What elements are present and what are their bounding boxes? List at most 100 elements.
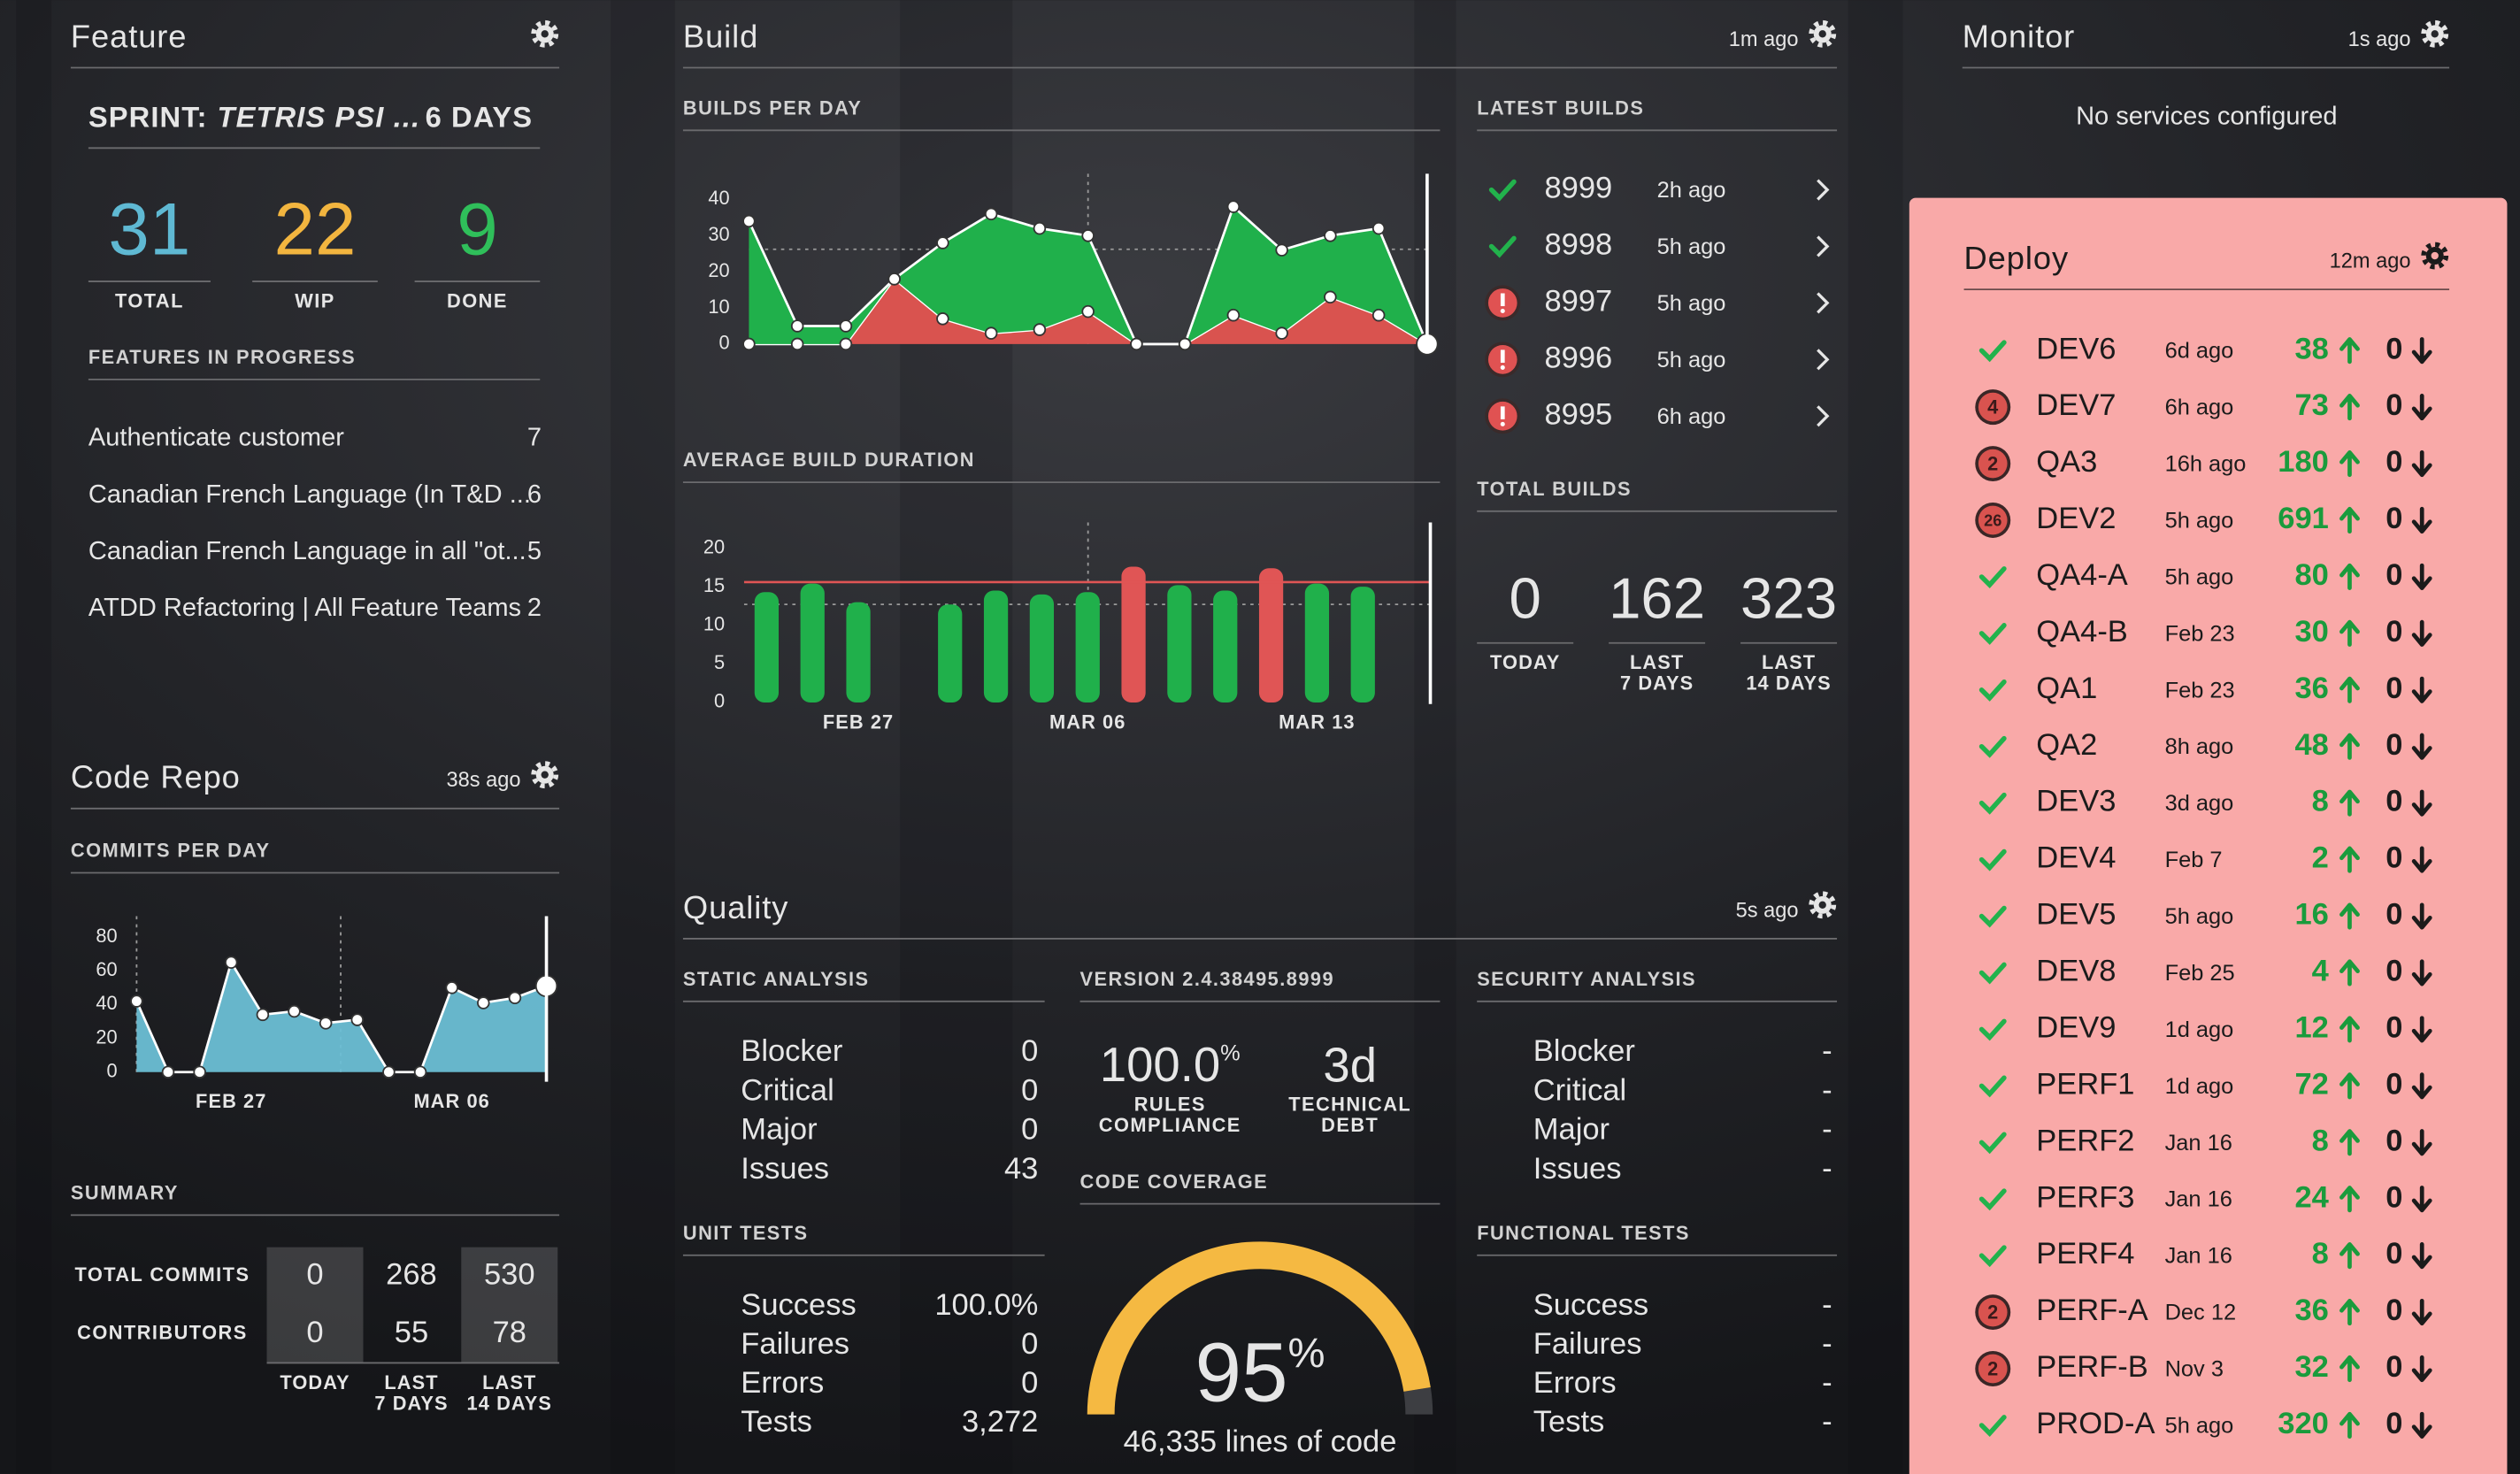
data-point — [936, 236, 949, 250]
cell-value: 268 — [386, 1257, 437, 1291]
settings-gear[interactable] — [531, 761, 559, 789]
updated-time: 5s ago — [1736, 899, 1799, 922]
metric-label: Errors — [1533, 1366, 1617, 1400]
panel-title: Quality — [683, 889, 788, 925]
updated-time: 12m ago — [2330, 250, 2411, 273]
environment-name: QA3 — [2036, 445, 2097, 479]
commits-ahead: 8 — [2312, 1124, 2329, 1157]
up-arrow — [2339, 449, 2360, 478]
status-success-icon — [1488, 235, 1517, 258]
deploy-age: 5h ago — [2165, 509, 2234, 534]
environment-name: DEV7 — [2036, 388, 2116, 422]
settings-gear[interactable] — [1809, 19, 1837, 48]
build-age: 2h ago — [1657, 178, 1726, 203]
gear-teeth — [531, 19, 559, 48]
gauge-track — [1403, 1387, 1433, 1415]
up-arrow — [2339, 1186, 2360, 1213]
metric-label: Critical — [741, 1073, 834, 1107]
gauge-value-label: 95 — [1195, 1327, 1287, 1420]
status-failed-glyph — [1500, 421, 1505, 426]
gear-hole — [541, 30, 549, 38]
down-arrow — [2411, 733, 2432, 760]
up-arrow — [2339, 1411, 2360, 1439]
commits-ahead: 38 — [2294, 332, 2328, 365]
row-label: TOTAL COMMITS — [74, 1263, 250, 1286]
commits-behind: 0 — [2386, 615, 2402, 649]
bar — [1258, 568, 1284, 702]
status-failed-glyph — [1500, 349, 1505, 363]
section-label: TOTAL BUILDS — [1477, 478, 1632, 500]
section-label: FEATURES IN PROGRESS — [88, 346, 356, 368]
stacked-area — [749, 206, 1427, 344]
environment-name: PERF3 — [2036, 1180, 2134, 1214]
column-label: LAST — [482, 1371, 536, 1393]
settings-gear[interactable] — [2421, 19, 2449, 48]
feature-name: Canadian French Language (In T&D ... — [88, 480, 531, 509]
deploy-age: 6d ago — [2165, 339, 2234, 364]
stat-label: TOTAL — [115, 289, 184, 311]
commits-ahead: 48 — [2294, 728, 2328, 762]
commits-behind: 0 — [2386, 1237, 2402, 1271]
gear-teeth — [2421, 242, 2449, 270]
data-point — [1275, 326, 1288, 340]
y-tick-label: 80 — [96, 925, 117, 947]
section-label: STATIC ANALYSIS — [683, 968, 870, 990]
settings-gear[interactable] — [1809, 891, 1837, 919]
column-highlight — [266, 1247, 364, 1363]
environment-name: DEV6 — [2036, 332, 2116, 365]
deploy-age: 5h ago — [2165, 564, 2234, 589]
commits-ahead: 180 — [2278, 445, 2329, 479]
total-value: 323 — [1740, 566, 1837, 631]
feature-count: 7 — [527, 424, 542, 452]
environment-name: DEV3 — [2036, 785, 2116, 818]
settings-gear[interactable] — [531, 19, 559, 48]
section-label: SUMMARY — [71, 1181, 179, 1203]
open-build-chevron[interactable] — [1817, 179, 1830, 201]
updated-time: 1s ago — [2348, 28, 2411, 51]
metric-label: Major — [741, 1113, 817, 1147]
section-label: SECURITY ANALYSIS — [1477, 968, 1696, 990]
environment-name: QA4-B — [2036, 615, 2128, 649]
y-tick-label: 40 — [96, 992, 117, 1014]
commits-ahead: 691 — [2278, 502, 2329, 535]
open-build-chevron[interactable] — [1817, 349, 1830, 371]
y-tick-label: 0 — [106, 1059, 117, 1081]
column-label: LAST — [384, 1371, 438, 1393]
sprint-label: SPRINT: — [88, 100, 208, 133]
data-point — [256, 1008, 270, 1022]
open-build-chevron[interactable] — [1817, 405, 1830, 427]
settings-gear[interactable] — [2421, 242, 2449, 270]
gear-teeth — [531, 761, 559, 789]
data-point — [1033, 221, 1047, 235]
gear-hole — [2431, 251, 2439, 260]
metric-label: Failures — [741, 1327, 849, 1361]
deploy-age: 6h ago — [2165, 395, 2234, 420]
deploy-age: Feb 23 — [2165, 621, 2235, 646]
panel-title: Code Repo — [71, 759, 241, 795]
gear-hole — [541, 771, 549, 779]
data-point — [413, 1065, 427, 1079]
build-number: 8996 — [1544, 341, 1612, 374]
open-build-chevron[interactable] — [1817, 235, 1830, 257]
data-point — [288, 1004, 301, 1018]
open-build-chevron[interactable] — [1817, 292, 1830, 314]
status-success-icon — [1978, 792, 2007, 815]
status-failed-glyph — [1500, 293, 1505, 307]
gauge-label: 95% — [1195, 1327, 1325, 1420]
debt-label: TECHNICAL — [1288, 1094, 1411, 1116]
commits-behind: 0 — [2386, 1294, 2402, 1327]
up-arrow — [2339, 1016, 2360, 1043]
data-point — [445, 981, 458, 994]
deploy-age: 8h ago — [2165, 734, 2234, 759]
metric-label: Issues — [741, 1152, 829, 1186]
commits-behind: 0 — [2386, 502, 2402, 535]
up-arrow — [2339, 733, 2360, 760]
issue-badge-fill — [1978, 1354, 2008, 1384]
feature-name: ATDD Refactoring | All Feature Teams — [88, 594, 521, 622]
column-label: 7 DAYS — [374, 1392, 448, 1414]
down-arrow — [2411, 449, 2432, 478]
stat-value: 31 — [108, 187, 190, 270]
down-arrow — [2411, 619, 2432, 647]
data-point — [1130, 337, 1143, 351]
metric-value: 0 — [1021, 1073, 1038, 1107]
